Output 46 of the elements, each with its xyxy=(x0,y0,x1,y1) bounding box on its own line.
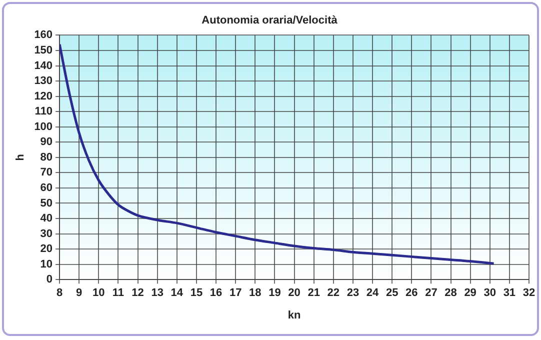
y-tick-label: 150 xyxy=(34,44,53,57)
line-series xyxy=(60,43,496,265)
x-tick-label: 12 xyxy=(132,287,144,300)
y-tick-label: 100 xyxy=(34,120,53,133)
y-tick-label: 20 xyxy=(40,243,53,256)
y-tick-label: 120 xyxy=(34,90,53,102)
x-tick-label: 32 xyxy=(522,287,536,300)
x-tick-label: 8 xyxy=(56,287,63,300)
y-tick-label: 140 xyxy=(34,60,53,72)
x-tick-label: 10 xyxy=(92,287,105,300)
x-tick-label: 27 xyxy=(425,287,438,300)
x-tick-label: 18 xyxy=(249,287,262,300)
y-tick-label: 160 xyxy=(34,29,53,42)
y-tick-label: 0 xyxy=(46,274,53,286)
x-tick-label: 29 xyxy=(464,287,476,300)
y-tick-label: 70 xyxy=(40,166,53,179)
x-tick-label: 11 xyxy=(112,287,124,300)
x-tick-label: 15 xyxy=(190,287,203,300)
x-tick-label: 20 xyxy=(288,287,300,300)
x-tick-label: 23 xyxy=(346,287,360,300)
y-tick-label: 10 xyxy=(40,258,53,270)
x-tick-label: 13 xyxy=(151,287,164,300)
y-tick-label: 60 xyxy=(40,182,53,194)
x-tick-label: 25 xyxy=(386,287,398,300)
y-tick-label: 40 xyxy=(40,212,53,225)
x-axis-title: kn xyxy=(288,309,301,322)
chart-title: Autonomia oraria/Velocità xyxy=(202,14,338,27)
y-tick-label: 130 xyxy=(34,75,53,88)
x-tick-label: 26 xyxy=(406,287,418,300)
x-tick-label: 19 xyxy=(268,287,281,300)
x-tick-label: 24 xyxy=(366,287,380,300)
x-tick-label: 30 xyxy=(484,287,496,300)
x-tick-label: 21 xyxy=(308,287,320,300)
y-tick-label: 110 xyxy=(34,106,53,118)
y-axis-title: h xyxy=(14,154,27,161)
x-tick-label: 17 xyxy=(229,287,242,300)
y-tick-label: 50 xyxy=(40,197,53,210)
x-tick-label: 14 xyxy=(170,287,184,300)
x-tick-label: 22 xyxy=(327,287,340,300)
y-tick-label: 90 xyxy=(40,136,53,148)
y-tick-label: 30 xyxy=(40,228,53,240)
y-tick-label: 80 xyxy=(40,151,53,164)
x-tick-label: 28 xyxy=(444,287,457,300)
x-tick-label: 31 xyxy=(503,287,516,300)
x-tick-label: 9 xyxy=(76,287,82,300)
x-tick-label: 16 xyxy=(210,287,222,300)
